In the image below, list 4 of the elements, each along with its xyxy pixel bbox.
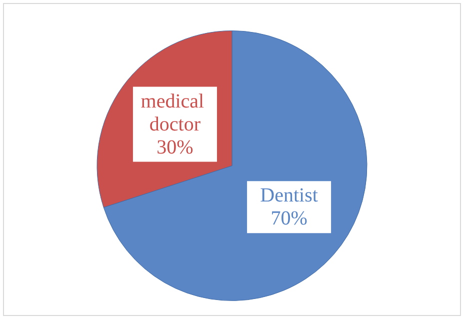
data-label: 70% xyxy=(270,208,308,230)
slice-label: Dentist xyxy=(260,184,318,207)
data-label: 30% xyxy=(156,136,194,158)
slice-label: medical doctor xyxy=(140,90,210,136)
